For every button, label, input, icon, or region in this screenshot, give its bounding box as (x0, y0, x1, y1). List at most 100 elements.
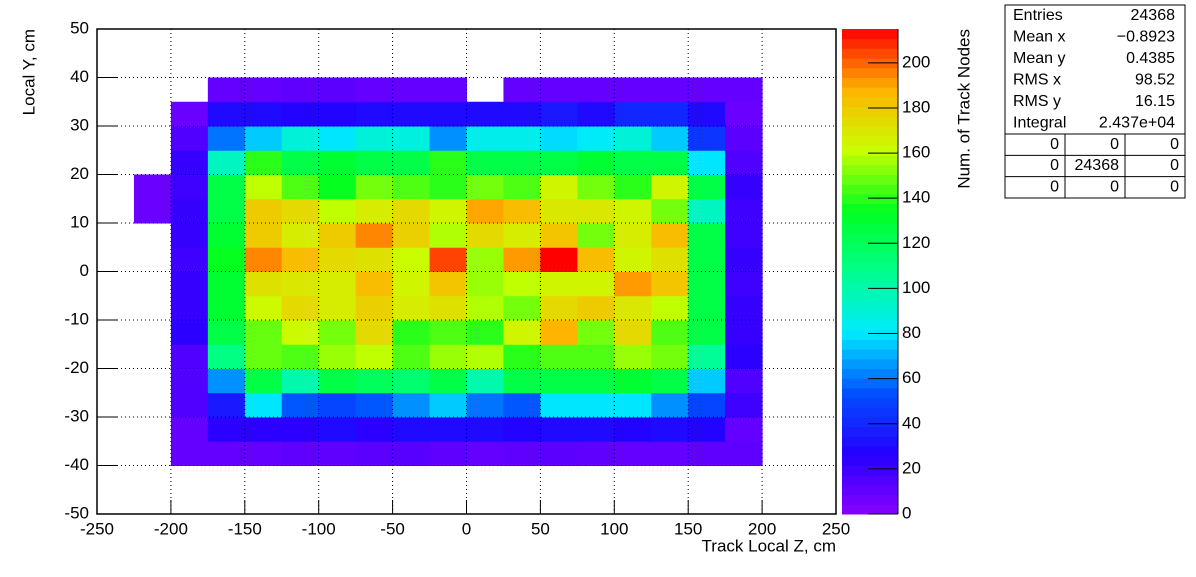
heatmap-cell (355, 126, 394, 151)
x-axis-title: Track Local Z, cm (702, 536, 836, 555)
heatmap-cell (577, 126, 615, 151)
stats-value: 2.437e+04 (1099, 114, 1175, 131)
heatmap-cell (688, 417, 726, 442)
heatmap-cell (725, 174, 763, 200)
heatmap-cell (134, 247, 171, 272)
heatmap-cell (392, 441, 431, 466)
heatmap-cell (651, 174, 689, 200)
heatmap-cell (429, 247, 467, 272)
heatmap-cell (799, 490, 836, 515)
colorbar-step (842, 426, 898, 437)
heatmap-cell (318, 417, 357, 442)
heatmap-cell (134, 393, 171, 418)
heatmap-cell (392, 198, 431, 224)
heatmap-cell (799, 78, 836, 103)
heatmap-cell (281, 77, 320, 103)
overflow-cell: 0 (1170, 157, 1179, 174)
colorbar-step (842, 174, 898, 185)
heatmap-cell (762, 223, 799, 248)
heatmap-cell (244, 295, 283, 321)
heatmap-cell (355, 417, 394, 442)
colorbar-step (842, 378, 898, 389)
heatmap-cell (281, 101, 320, 127)
heatmap-cell (318, 392, 357, 418)
overflow-cell: 0 (1170, 136, 1179, 153)
heatmap-cell (762, 272, 799, 297)
heatmap-cell (207, 295, 246, 321)
heatmap-cell (393, 29, 430, 54)
heatmap-cell (281, 198, 320, 224)
heatmap-cell (356, 490, 393, 515)
colorbar-step (842, 135, 898, 146)
heatmap-cell (651, 77, 689, 103)
y-tick-label: 20 (70, 164, 89, 183)
heatmap-cell (799, 175, 836, 200)
heatmap-cell (577, 77, 615, 103)
z-tick-label: 80 (902, 323, 921, 342)
colorbar-step (842, 116, 898, 127)
heatmap-cell (503, 392, 541, 418)
heatmap-cell (244, 271, 283, 297)
z-tick-label: 200 (902, 52, 930, 71)
heatmap-cell (614, 29, 651, 54)
x-tick-label: 150 (674, 519, 702, 538)
colorbar-step (842, 310, 898, 321)
heatmap-cell (799, 272, 836, 297)
heatmap-cell (467, 53, 504, 78)
heatmap-cell (466, 295, 504, 321)
heatmap-cell (762, 490, 799, 515)
heatmap-cell (429, 101, 467, 127)
heatmap-cell (355, 320, 394, 345)
heatmap-cell (503, 29, 540, 54)
heatmap-cell (318, 368, 357, 394)
heatmap-cell (245, 466, 282, 491)
heatmap-cell (207, 344, 246, 369)
heatmap-cell (651, 466, 688, 491)
heatmap-cell (244, 320, 283, 345)
heatmap-cell (244, 344, 283, 369)
colorbar-step (842, 368, 898, 379)
colorbar-step (842, 300, 898, 311)
heatmap-cell (503, 126, 541, 151)
colorbar-step (842, 455, 898, 466)
heatmap-cell (466, 198, 504, 224)
stats-label: RMS y (1013, 93, 1061, 110)
heatmap-cell (318, 174, 357, 200)
heatmap-cell (97, 29, 134, 54)
heatmap-cell (134, 296, 171, 321)
heatmap-cell (725, 77, 763, 103)
heatmap-cell (97, 272, 134, 297)
heatmap-cell (281, 368, 320, 394)
heatmap-cell (503, 174, 541, 200)
heatmap-cell (97, 175, 134, 200)
heatmap-cell (799, 296, 836, 321)
heatmap-cell (799, 247, 836, 272)
heatmap-cell (688, 344, 726, 369)
heatmap-cell (688, 223, 726, 248)
heatmap-cell (467, 78, 504, 103)
heatmap-cell (430, 53, 467, 78)
heatmap-cell (318, 441, 357, 466)
heatmap-cell (577, 29, 614, 54)
colorbar-step (842, 155, 898, 166)
z-tick-label: 100 (902, 278, 930, 297)
heatmap-cell (503, 320, 541, 345)
heatmap-cell (170, 368, 209, 394)
heatmap-cell (762, 150, 799, 175)
heatmap-cell (577, 150, 615, 175)
x-tick-label: 100 (600, 519, 628, 538)
x-tick-label: 50 (531, 519, 550, 538)
y-tick-label: -50 (64, 503, 89, 522)
heatmap-cell (244, 150, 283, 175)
y-tick-label: 10 (70, 212, 89, 231)
overflow-cell: 0 (1170, 179, 1179, 196)
heatmap-cell (688, 320, 726, 345)
heatmap-cell (207, 441, 246, 466)
heatmap-cell (799, 393, 836, 418)
heatmap-cell (503, 417, 541, 442)
heatmap-cell (540, 198, 578, 224)
heatmap-cell (688, 295, 726, 321)
heatmap-cell (762, 344, 799, 369)
heatmap-cell (318, 150, 357, 175)
heatmap-cell (651, 368, 689, 394)
